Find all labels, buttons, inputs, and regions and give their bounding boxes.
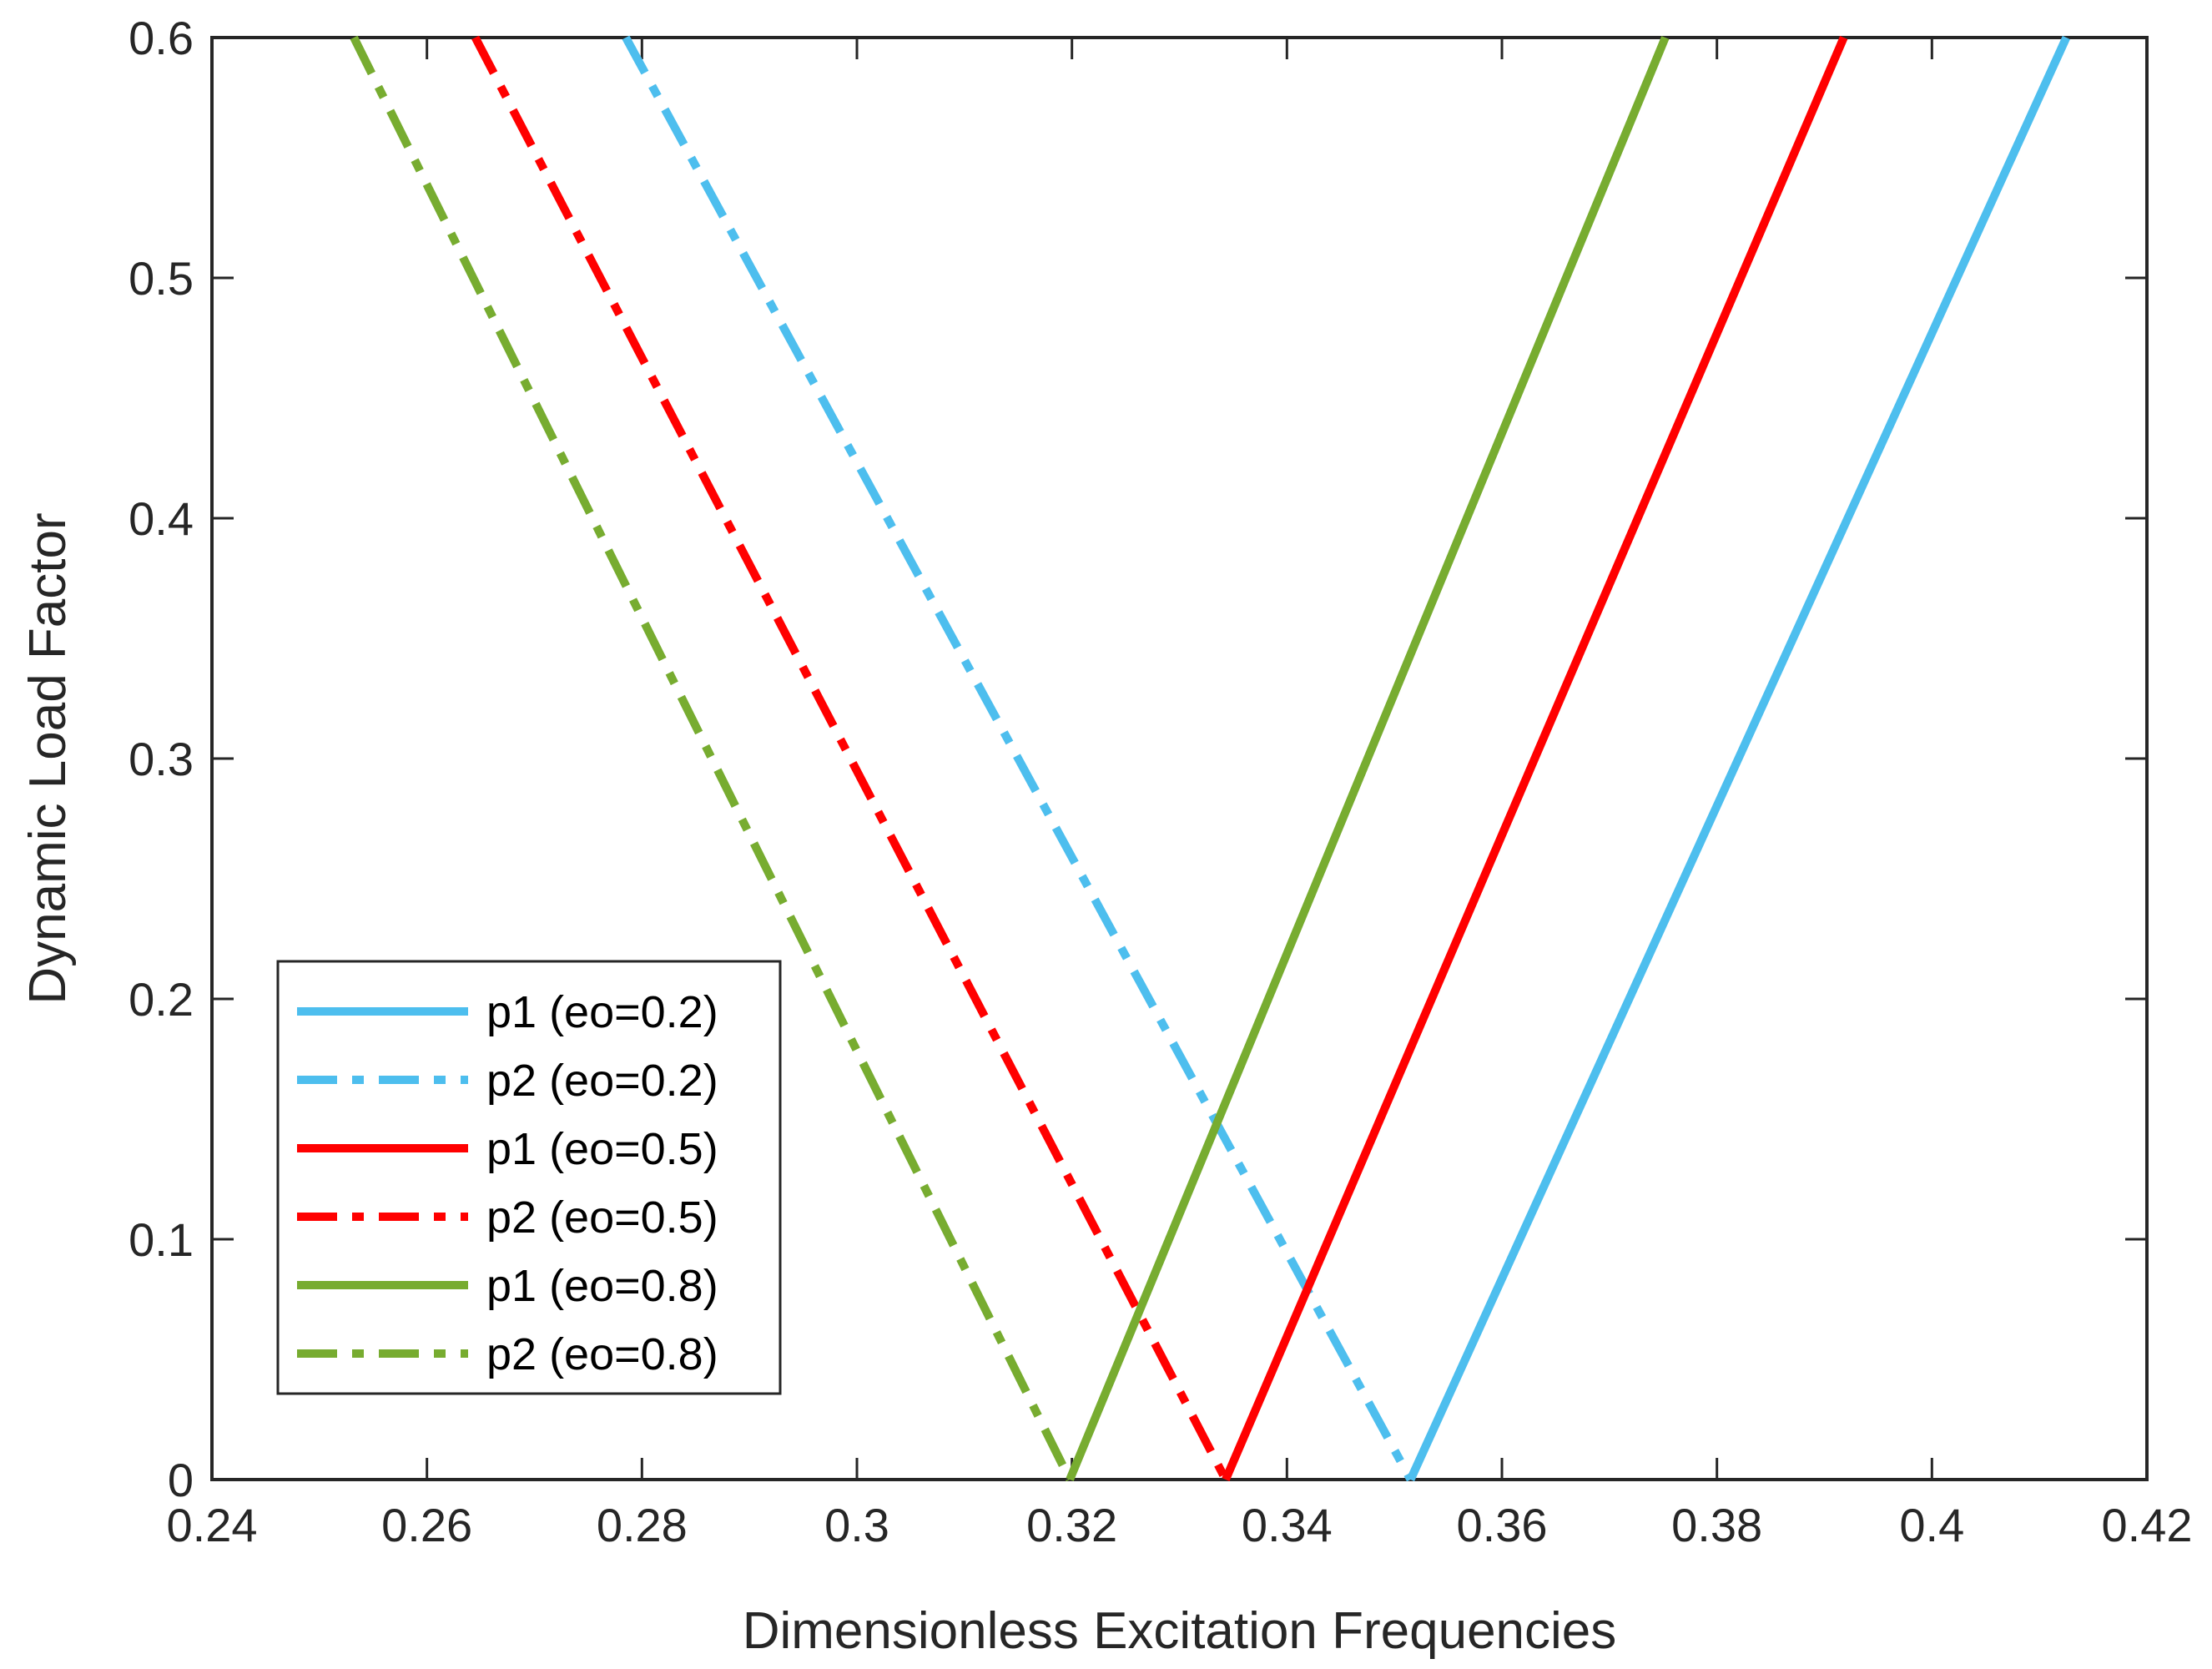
series-line-4: [471, 35, 1230, 1482]
series-line-3: [1222, 36, 1848, 1481]
legend-box: [276, 960, 782, 1395]
x-tick-label: 0.32: [1026, 1499, 1117, 1551]
legend-label-3: p1 (eo=0.5): [486, 1124, 718, 1174]
series-line-6: [350, 35, 1074, 1482]
y-axis-label: Dynamic Load Factor: [19, 512, 77, 1004]
y-tick-label: 0.4: [128, 492, 194, 545]
x-tick-label: 0.36: [1457, 1499, 1548, 1551]
x-axis-label: Dimensionless Excitation Frequencies: [743, 1602, 1617, 1660]
x-axis: 0.24 0.26 0.28 0.3 0.32 0.34 0.36 0.38 0.4 0.42: [167, 38, 2193, 1551]
x-tick-label: 0.42: [2102, 1499, 2193, 1551]
legend-label-1: p1 (eo=0.2): [486, 987, 718, 1037]
legend: p1 (eo=0.2) p2 (eo=0.2) p1 (eo=0.5) p2 (eo=…: [276, 960, 782, 1395]
y-tick-label: 0.2: [128, 973, 194, 1026]
x-tick-label: 0.24: [167, 1499, 258, 1551]
x-tick-label: 0.4: [1899, 1499, 1964, 1551]
legend-label-5: p1 (eo=0.8): [486, 1261, 718, 1311]
y-tick-label: 0.3: [128, 733, 194, 785]
series-line-2: [622, 35, 1414, 1482]
y-axis: 0 0.1 0.2 0.3 0.4 0.5 0.6: [128, 12, 2147, 1506]
legend-label-4: p2 (eo=0.5): [486, 1193, 718, 1243]
legend-label-6: p2 (eo=0.8): [486, 1329, 718, 1379]
x-tick-label: 0.3: [824, 1499, 889, 1551]
y-tick-label: 0: [168, 1454, 194, 1506]
x-tick-label: 0.28: [597, 1499, 688, 1551]
x-tick-label: 0.26: [381, 1499, 472, 1551]
y-tick-label: 0.1: [128, 1213, 194, 1266]
legend-label-2: p2 (eo=0.2): [486, 1056, 718, 1106]
x-tick-label: 0.34: [1242, 1499, 1333, 1551]
series-group: [350, 35, 2070, 1482]
y-tick-label: 0.5: [128, 252, 194, 305]
x-tick-label: 0.38: [1671, 1499, 1762, 1551]
series-line-1: [1406, 35, 2070, 1482]
y-tick-label: 0.6: [128, 12, 194, 64]
series-line-5: [1066, 36, 1670, 1481]
